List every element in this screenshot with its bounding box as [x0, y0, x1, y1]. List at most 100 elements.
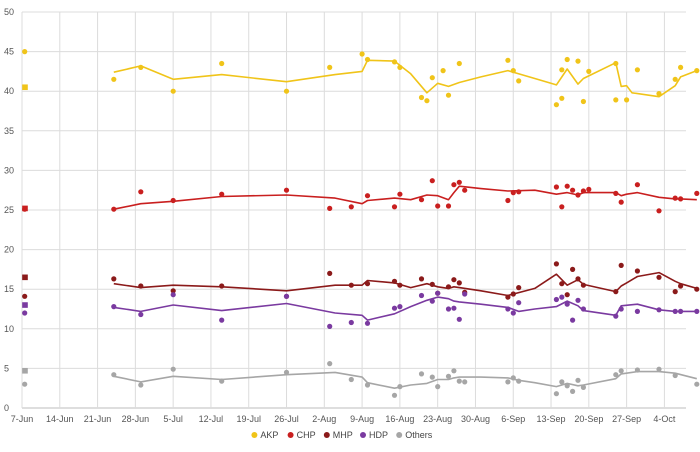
point-hdp — [510, 310, 516, 316]
x-tick-label: 19-Jul — [236, 414, 261, 424]
point-chp — [170, 197, 176, 204]
point-hdp — [451, 305, 457, 311]
point-others — [505, 379, 511, 385]
point-akp — [138, 64, 144, 70]
point-hdp — [656, 307, 662, 313]
point-chp — [570, 187, 576, 193]
point-hdp — [219, 317, 225, 323]
point-mhp — [618, 262, 624, 268]
point-chp — [451, 182, 457, 188]
point-chp — [694, 190, 700, 196]
point-others — [445, 373, 452, 379]
point-hdp — [111, 304, 117, 310]
point-hdp — [564, 301, 570, 307]
point-mhp — [429, 281, 435, 287]
point-mhp — [634, 268, 641, 274]
point-akp — [510, 68, 516, 74]
x-tick-label: 23-Aug — [423, 414, 452, 424]
point-chp — [656, 208, 662, 214]
point-others — [170, 366, 176, 372]
point-chp — [672, 195, 678, 201]
point-akp — [559, 67, 565, 73]
election-marker-mhp — [22, 274, 28, 281]
trend-line-mhp — [113, 271, 698, 297]
election-marker-hdp — [22, 302, 28, 308]
point-akp — [283, 88, 290, 94]
legend-item-hdp: HDP — [360, 430, 388, 440]
trend-line-others — [113, 370, 697, 389]
point-mhp — [327, 270, 333, 276]
point-others — [435, 384, 441, 390]
legend-swatch — [287, 432, 294, 438]
point-others — [364, 382, 371, 388]
x-tick-label: 2-Aug — [312, 414, 336, 424]
legend-swatch — [251, 432, 258, 438]
legend-item-mhp: MHP — [323, 430, 353, 440]
point-chp — [219, 191, 225, 197]
point-mhp — [510, 291, 516, 297]
y-tick-label: 20 — [4, 245, 14, 255]
point-akp — [111, 76, 117, 82]
point-others — [451, 368, 457, 374]
point-akp — [564, 56, 570, 63]
point-akp — [575, 58, 581, 64]
grid — [21, 11, 686, 409]
point-mhp — [553, 261, 560, 267]
point-mhp — [348, 282, 354, 288]
point-chp — [111, 206, 117, 212]
point-chp — [564, 183, 570, 189]
point-chp — [586, 186, 592, 192]
legend-item-chp: CHP — [287, 430, 316, 440]
y-tick-label: 35 — [4, 126, 14, 136]
point-hdp — [559, 294, 565, 300]
y-tick-label: 45 — [4, 47, 14, 57]
point-akp — [424, 98, 430, 104]
point-mhp — [445, 284, 452, 290]
poll-points — [22, 49, 700, 398]
point-chp — [445, 203, 452, 209]
legend-swatch — [323, 432, 330, 438]
x-tick-label: 27-Sep — [612, 414, 641, 424]
point-akp — [678, 64, 684, 70]
point-chp — [580, 188, 587, 194]
point-chp — [516, 189, 522, 195]
point-mhp — [570, 266, 576, 272]
point-chp — [397, 191, 403, 197]
point-akp — [553, 102, 560, 108]
x-tick-label: 12-Jul — [199, 414, 224, 424]
point-hdp — [283, 293, 290, 299]
legend: AKP CHP MHP HDP Others — [251, 430, 433, 440]
point-others — [559, 379, 565, 385]
point-others — [22, 381, 28, 387]
legend-label: HDP — [369, 430, 388, 440]
point-akp — [580, 98, 587, 105]
point-chp — [510, 190, 516, 196]
point-akp — [559, 95, 565, 101]
point-chp — [618, 199, 624, 205]
point-akp — [445, 92, 452, 98]
point-hdp — [138, 311, 144, 318]
trend-line-hdp — [113, 296, 697, 321]
point-hdp — [327, 323, 333, 329]
point-akp — [219, 60, 225, 67]
point-hdp — [348, 319, 354, 326]
x-tick-label: 30-Aug — [461, 414, 490, 424]
point-chp — [505, 197, 511, 204]
point-akp — [586, 68, 592, 74]
point-others — [219, 378, 225, 384]
point-others — [397, 384, 403, 390]
point-others — [138, 382, 144, 388]
point-mhp — [22, 293, 28, 299]
point-hdp — [570, 317, 576, 323]
point-others — [634, 367, 641, 373]
point-hdp — [672, 308, 678, 314]
point-mhp — [138, 283, 144, 289]
point-hdp — [456, 316, 462, 322]
legend-swatch — [360, 432, 366, 438]
point-mhp — [451, 277, 457, 283]
point-akp — [327, 64, 333, 70]
point-hdp — [364, 320, 371, 326]
point-akp — [22, 49, 28, 55]
y-tick-label: 0 — [4, 403, 9, 413]
